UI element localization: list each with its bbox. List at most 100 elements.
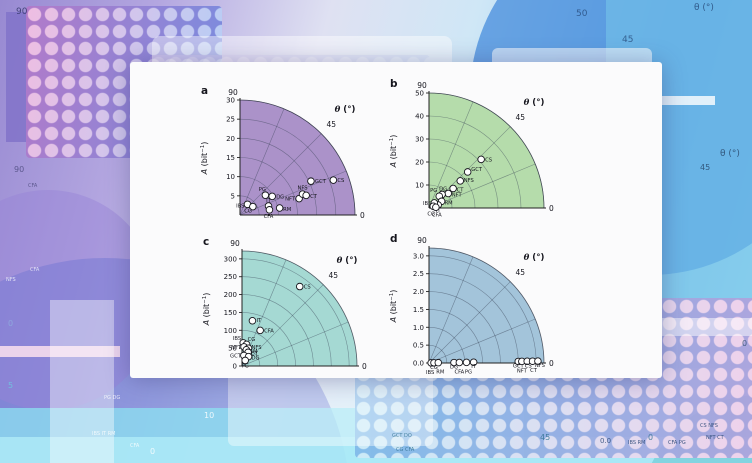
outer-arc — [241, 250, 358, 367]
data-point-label: PG — [259, 187, 266, 193]
data-point-label: NFT — [452, 192, 463, 198]
data-point-label: CT — [251, 351, 259, 357]
data-point-GCT — [463, 168, 472, 176]
radial-tick-label: 20 — [226, 135, 235, 143]
data-point-label: PG — [465, 369, 472, 375]
ghost-label: 45 — [622, 35, 634, 45]
data-point-label: RM — [249, 349, 257, 355]
data-point-label: CG — [244, 209, 252, 215]
radial-tick-label: 30 — [415, 136, 424, 144]
data-point-label: CT — [457, 187, 465, 193]
data-point-label: NFS — [535, 363, 545, 369]
data-point-DG — [268, 192, 276, 201]
data-point-CFA — [256, 326, 264, 335]
data-point-label: IBS — [426, 370, 434, 376]
ghost-label: CFA — [30, 267, 40, 273]
data-point-CS — [477, 155, 485, 164]
data-point-label: CG — [248, 337, 256, 343]
ghost-label: NFS — [6, 277, 16, 283]
data-point-label: DG — [252, 356, 260, 362]
polar-panel-a: 5 10 15 20 25 30 90 0 45 θ (°) A (bit−1) a PG DG IBS CG… — [185, 70, 381, 242]
radial-axis-title: A (bit−1) — [200, 142, 209, 176]
data-point-label: PG — [430, 188, 437, 194]
data-point-label: IT — [471, 364, 477, 370]
theta-axis-label: θ (°) — [337, 256, 358, 266]
radial-tick-label: 2.0 — [413, 288, 424, 296]
angle-label-0: 0 — [360, 211, 365, 220]
radial-gridline — [428, 256, 474, 364]
panel-letter: d — [390, 233, 398, 245]
theta-axis-label: θ (°) — [524, 253, 545, 263]
radial-tick-label: 2.5 — [413, 270, 424, 278]
data-point-label: IBS — [233, 336, 241, 342]
radial-tick-label: 300 — [224, 255, 237, 263]
data-point-PG — [241, 356, 249, 365]
ghost-label: 90 — [16, 7, 28, 17]
ghost-label: 0 — [742, 339, 748, 348]
data-point-label: NFS — [297, 186, 307, 192]
data-point-RM — [275, 204, 284, 212]
angle-label-45: 45 — [515, 113, 525, 122]
data-point-CFA — [265, 206, 274, 214]
angle-label-0: 0 — [549, 359, 554, 368]
angle-label-45: 45 — [328, 271, 338, 280]
data-point-CFA — [455, 358, 464, 367]
polar-plot-d: 0.0 0.5 1.0 1.5 2.0 2.5 3.0 90 0 45 θ (°) A (bit−1)… — [389, 233, 554, 376]
data-point-label: IBS — [423, 201, 431, 207]
data-point-label: IT — [256, 318, 262, 324]
data-point-label: CS — [304, 285, 311, 291]
radial-tick-label: 25 — [226, 116, 235, 124]
radial-tick-label: 15 — [226, 154, 235, 162]
data-point-label: CS — [485, 157, 492, 163]
radial-axis-title: A (bit−1) — [389, 290, 398, 324]
data-point-label: CG — [430, 365, 438, 371]
data-point-label: DG — [450, 365, 458, 371]
ghost-label: θ (°) — [720, 149, 740, 159]
angle-label-90: 90 — [228, 88, 238, 97]
radial-tick-label: 250 — [224, 273, 237, 281]
radial-tick-label: 0.0 — [413, 360, 424, 368]
ghost-label: 0 — [648, 433, 654, 442]
radial-tick-label: 20 — [415, 159, 424, 167]
radial-tick-label: 10 — [415, 182, 424, 190]
radial-tick-label: 100 — [224, 327, 237, 335]
data-point-label: NFT — [285, 197, 296, 203]
ghost-label: 90 — [14, 165, 25, 174]
radial-gridline — [239, 133, 322, 216]
data-point-label: GCT — [513, 363, 525, 369]
ghost-label: 0.0 — [600, 437, 612, 445]
data-point-CT — [449, 184, 457, 193]
ghost-label: 5 — [8, 381, 14, 390]
data-point-label: CT — [310, 194, 318, 200]
radial-gridline — [428, 318, 536, 364]
radial-axis-title: A (bit−1) — [202, 293, 211, 327]
theta-axis-label: θ (°) — [524, 98, 545, 108]
polar-panel-c: 0 50 100 150 200 250 300 90 0 45 θ (°) A (bit−1) c CS… — [187, 221, 383, 393]
data-point-PG — [462, 358, 471, 367]
radial-gridline — [241, 284, 324, 367]
angle-label-0: 0 — [362, 362, 367, 371]
data-point-label: PG — [242, 363, 249, 369]
polar-plot-c: 0 50 100 150 200 250 300 90 0 45 θ (°) A (bit−1) c CS… — [202, 236, 367, 371]
ghost-label: 45 — [700, 163, 711, 172]
data-point-label: RM — [436, 370, 444, 376]
radial-gridline — [428, 163, 536, 209]
angle-label-90: 90 — [417, 236, 427, 245]
data-point-IT — [469, 358, 478, 366]
ghost-label: θ (°) — [694, 3, 714, 13]
data-point-label: NFT — [517, 368, 528, 374]
data-point-IT — [248, 317, 257, 325]
radial-tick-label: 0.5 — [413, 342, 424, 350]
radial-gridline — [239, 170, 347, 216]
ghost-label: PG DG — [104, 395, 121, 401]
data-point-label: CFA — [432, 212, 442, 218]
radial-tick-label: 200 — [224, 291, 237, 299]
data-point-NFS — [456, 177, 464, 185]
ghost-label: CFA — [28, 183, 38, 189]
radial-tick-label: 50 — [415, 90, 424, 98]
angle-label-90: 90 — [417, 81, 427, 90]
angle-label-90: 90 — [230, 239, 240, 248]
